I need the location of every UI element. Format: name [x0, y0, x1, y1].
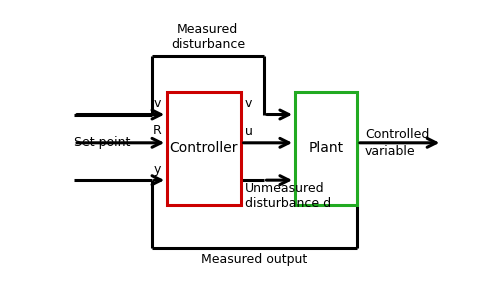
Text: R: R — [152, 124, 162, 137]
Text: Measured output: Measured output — [201, 253, 308, 265]
Text: y: y — [154, 163, 162, 176]
Text: v: v — [244, 97, 252, 110]
Bar — [295, 92, 357, 205]
Text: Unmeasured
disturbance d: Unmeasured disturbance d — [244, 182, 331, 211]
Text: Measured
disturbance: Measured disturbance — [171, 23, 245, 51]
Bar — [167, 92, 241, 205]
Text: Controlled
variable: Controlled variable — [365, 128, 429, 158]
Text: v: v — [154, 97, 162, 110]
Text: Controller: Controller — [170, 141, 238, 156]
Text: u: u — [244, 125, 252, 138]
Text: Set point: Set point — [74, 136, 130, 149]
Text: Plant: Plant — [308, 141, 344, 156]
